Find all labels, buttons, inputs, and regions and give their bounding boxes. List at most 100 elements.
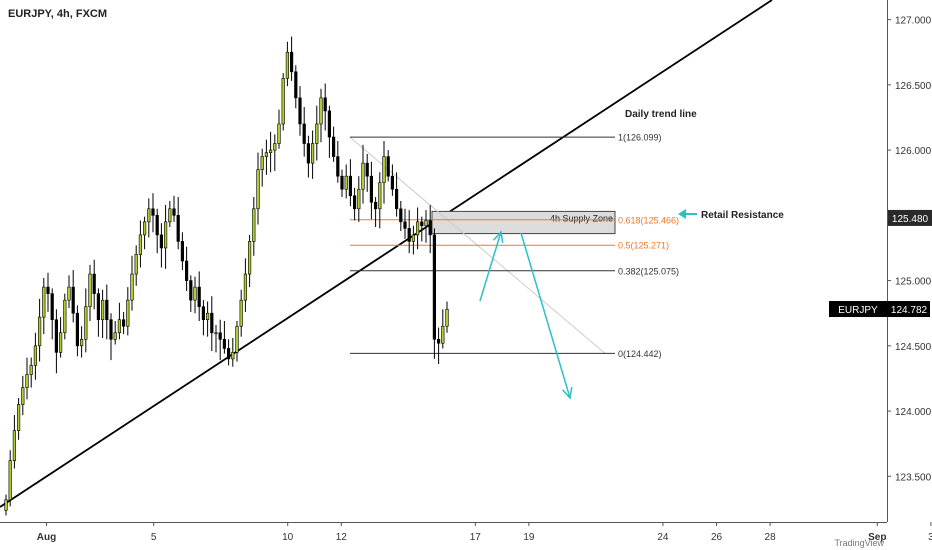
candle-body	[323, 97, 327, 112]
candle-body	[357, 188, 361, 210]
x-tick-label: Aug	[37, 532, 56, 543]
candle-body	[201, 306, 206, 321]
candle-body	[84, 306, 88, 340]
candle-body	[260, 156, 264, 170]
candle-body	[268, 149, 273, 153]
candle-body	[365, 162, 369, 177]
candle-body	[205, 312, 210, 321]
supply-zone-box	[431, 210, 616, 235]
candle-body	[285, 51, 290, 79]
candle-body	[420, 221, 424, 227]
candle-body	[168, 208, 172, 223]
candle-body	[109, 319, 113, 340]
y-tick-label: 125.000	[895, 277, 932, 288]
candle-body	[33, 345, 38, 366]
arrows-layer	[479, 209, 697, 400]
candle-body	[315, 123, 319, 144]
candle-body	[239, 299, 243, 327]
candle-body	[424, 220, 428, 227]
fib-level-label: 0.382(125.075)	[618, 266, 679, 276]
x-tick-label: 24	[657, 532, 669, 543]
candle-body	[247, 241, 252, 275]
candle-body	[394, 188, 399, 210]
candle-body	[373, 201, 378, 210]
candle-body	[42, 286, 46, 318]
candle-body	[193, 286, 197, 301]
candle-body	[197, 286, 201, 307]
candle-body	[235, 325, 239, 353]
trend-line-layer	[0, 0, 773, 508]
candle-body	[142, 221, 147, 236]
candle-body	[12, 430, 17, 461]
candle-body	[147, 208, 151, 223]
candle-body	[231, 352, 235, 360]
fib-level-label: 0.618(125.466)	[618, 215, 679, 225]
candle-body	[445, 308, 449, 327]
arrow-shaft	[479, 231, 502, 302]
candle-body	[273, 143, 277, 151]
chart-title: EURJPY, 4h, FXCM	[8, 8, 107, 20]
candle-body	[54, 319, 59, 353]
fib-level-label: 0(124.442)	[618, 349, 662, 359]
candle-body	[37, 316, 42, 347]
candle-body	[281, 78, 285, 125]
candle-body	[176, 215, 180, 242]
y-tick-label: 123.500	[895, 472, 932, 483]
x-tick-label: 19	[523, 532, 535, 543]
candle-body	[184, 260, 189, 281]
candle-body	[226, 348, 231, 360]
daily-trend-line-label: Daily trend line	[625, 109, 697, 120]
current-price-value: 124.782	[891, 305, 928, 316]
candle-body	[352, 195, 357, 210]
candle-body	[382, 156, 386, 184]
candle-body	[386, 156, 390, 177]
candle-body	[411, 234, 416, 242]
x-tick-label: 12	[336, 532, 348, 543]
candle-body	[130, 273, 134, 301]
level-price-tag	[888, 209, 932, 226]
candle-body	[117, 319, 122, 334]
tradingview-watermark: TradingView	[834, 538, 884, 548]
x-tick-label: 17	[470, 532, 482, 543]
fib-level-label: 0.5(125.271)	[618, 241, 669, 251]
y-tick-label: 124.000	[895, 407, 932, 418]
candle-body	[79, 338, 84, 347]
candle-body	[294, 71, 298, 99]
candle-body	[151, 208, 155, 216]
candle-body	[348, 175, 353, 197]
candle-body	[432, 234, 437, 340]
candle-body	[403, 221, 407, 229]
candle-body	[189, 280, 193, 301]
candle-body	[105, 299, 109, 321]
retail-resistance-label: Retail Resistance	[701, 210, 784, 221]
fib-level-label: 1(126.099)	[618, 133, 662, 143]
candle-body	[121, 319, 126, 327]
x-tick-label: 26	[711, 532, 723, 543]
candle-body	[344, 175, 348, 190]
candle-body	[310, 143, 315, 164]
candle-body	[29, 365, 33, 375]
candle-body	[428, 220, 432, 236]
candle-body	[407, 228, 411, 242]
arrow-shaft	[520, 232, 571, 399]
y-tick-label: 127.000	[895, 16, 932, 27]
candle-body	[163, 221, 168, 249]
x-tick-label: 3	[928, 532, 932, 543]
candle-body	[319, 97, 323, 125]
down-arrow	[520, 232, 573, 400]
arrow-head	[562, 387, 573, 400]
candle-body	[67, 286, 71, 301]
candle-body	[75, 312, 80, 347]
candle-body	[159, 234, 164, 249]
candle-body	[8, 460, 12, 501]
candle-body	[134, 254, 138, 275]
symbol-label: EURJPY	[838, 305, 878, 316]
fibonacci-layer: 1(126.099) 0.618(125.466) 0.5(125.271) 0.38…	[349, 133, 679, 359]
candle-body	[252, 208, 256, 242]
candle-body	[298, 97, 302, 125]
candle-body	[113, 332, 117, 340]
candle-body	[25, 374, 29, 388]
candle-body	[361, 162, 365, 190]
candles-layer	[4, 36, 449, 516]
candle-body	[331, 136, 336, 157]
